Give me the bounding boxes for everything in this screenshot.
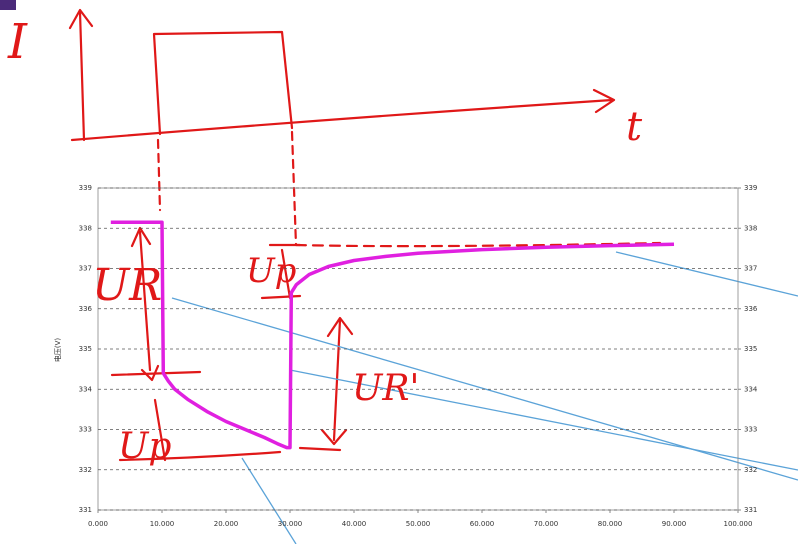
sketch-dashes (156, 130, 298, 247)
y2-tick-label: 334 (744, 385, 758, 393)
y-tick-label: 337 (79, 265, 92, 273)
blue-line (289, 369, 798, 471)
data-line (110, 220, 675, 450)
y-tick-label: 331 (79, 506, 92, 514)
y2-tick-label: 333 (744, 426, 757, 434)
x-tick-label: 70.000 (534, 520, 559, 528)
arrow-up-high (260, 243, 302, 300)
x-tick-label: 0.000 (88, 520, 108, 528)
y-tick-label: 334 (79, 385, 93, 393)
y-tick-label: 338 (79, 224, 92, 232)
y-tick-label: 339 (79, 184, 92, 192)
sketch-level (294, 241, 662, 248)
y2-tick-label: 332 (744, 466, 757, 474)
hand-annotation: Up (118, 426, 171, 467)
y-tick-label: 332 (79, 466, 92, 474)
blue-line (241, 457, 297, 544)
x-tick-label: 10.000 (150, 520, 175, 528)
sketch-pulse (152, 30, 294, 136)
pulse-sketch (68, 8, 662, 462)
y2-tick-label: 336 (744, 305, 758, 313)
y-tick-label: 335 (79, 345, 92, 353)
x-tick-label: 40.000 (342, 520, 367, 528)
x-tick-label: 80.000 (598, 520, 623, 528)
y2-tick-label: 331 (744, 506, 757, 514)
x-tick-label: 60.000 (470, 520, 495, 528)
hand-annotation: t (626, 104, 643, 150)
sketch-axis-t (70, 88, 616, 142)
y2-tick-label: 335 (744, 345, 757, 353)
x-tick-label: 20.000 (214, 520, 239, 528)
x-tick-label: 50.000 (406, 520, 431, 528)
y-tick-label: 336 (79, 305, 93, 313)
hand-annotation: UR (92, 260, 162, 311)
hand-annotation: Up (246, 251, 296, 291)
arrow-up-low (110, 370, 282, 462)
y-axis-label: 电压(V) (53, 338, 62, 363)
sketch-axis-i (68, 8, 94, 142)
arrow-ur2 (298, 316, 354, 452)
y2-tick-label: 337 (744, 265, 757, 273)
x-tick-label: 90.000 (662, 520, 687, 528)
hand-annotation: UR' (352, 368, 419, 409)
y-tick-label: 333 (79, 426, 92, 434)
y2-tick-label: 338 (744, 224, 757, 232)
x-tick-label: 100.000 (724, 520, 753, 528)
x-tick-label: 30.000 (278, 520, 303, 528)
blue-line (615, 251, 798, 297)
corner-mark (0, 0, 16, 10)
hand-annotation: I (7, 14, 28, 70)
y2-tick-label: 339 (744, 184, 757, 192)
